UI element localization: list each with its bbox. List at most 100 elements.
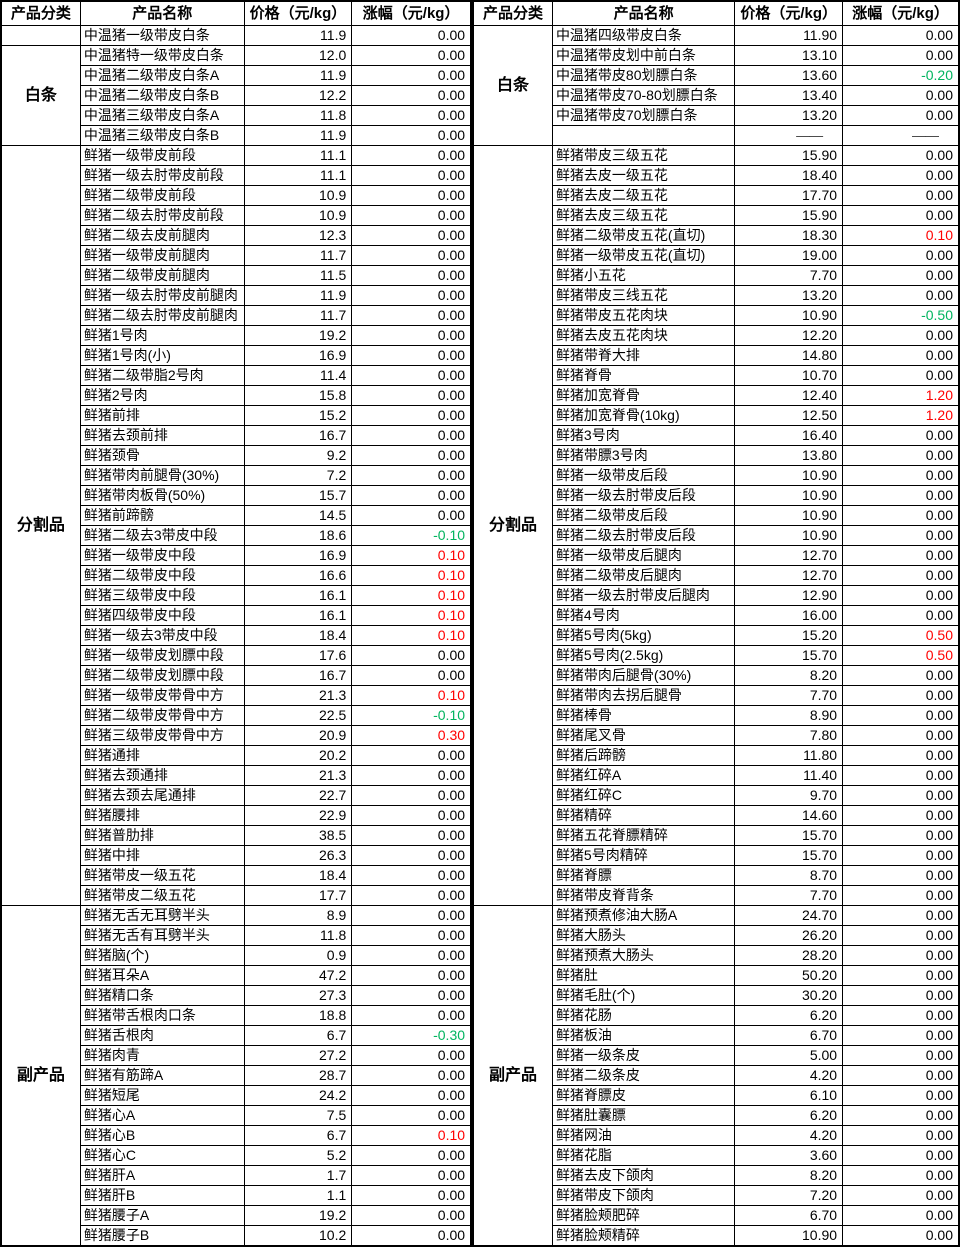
- product-name-cell: 鲜猪有筋蹄A: [79, 1065, 245, 1086]
- product-name-cell: 中温猪二级带皮白条A: [79, 65, 245, 86]
- product-name-cell: 鲜猪二级带皮前段: [79, 185, 245, 206]
- table-row: 鲜猪二级去肘带皮后段 10.90 0.00: [473, 525, 960, 546]
- price-cell: 18.8: [243, 1005, 353, 1026]
- change-cell: 0.00: [842, 85, 960, 106]
- product-name-cell: 鲜猪毛肚(个): [551, 985, 736, 1006]
- price-cell: 6.70: [734, 1025, 844, 1046]
- change-cell: 0.10: [351, 545, 472, 566]
- price-cell: 10.9: [243, 185, 353, 206]
- product-name-cell: 鲜猪5号肉(2.5kg): [551, 645, 736, 666]
- product-name-cell: 鲜猪无舌无耳劈半头: [79, 905, 245, 926]
- price-cell: 10.90: [734, 305, 844, 326]
- category-cell: 白条: [0, 45, 81, 146]
- change-cell: 0.00: [351, 905, 472, 926]
- product-name-cell: 鲜猪腰子B: [79, 1225, 245, 1247]
- product-name-cell: 鲜猪脊膘: [551, 865, 736, 886]
- change-cell: 0.00: [351, 465, 472, 486]
- product-name-cell: 中温猪带皮80划膘白条: [551, 65, 736, 86]
- price-cell: 21.3: [243, 685, 353, 706]
- product-name-cell: [551, 125, 736, 146]
- change-cell: 0.00: [351, 665, 472, 686]
- change-cell: 0.00: [842, 585, 960, 606]
- change-cell: 0.50: [842, 625, 960, 646]
- change-cell: 0.00: [842, 1085, 960, 1106]
- price-cell: 15.70: [734, 845, 844, 866]
- product-name-cell: 鲜猪二级带皮后腿肉: [551, 565, 736, 586]
- product-name-cell: 中温猪三级带皮白条B: [79, 125, 245, 146]
- change-cell: ——: [842, 125, 960, 146]
- change-cell: 0.00: [351, 1065, 472, 1086]
- table-row: 鲜猪2号肉 15.8 0.00: [1, 385, 472, 406]
- table-row: 鲜猪去颈通排 21.3 0.00: [1, 765, 472, 786]
- product-name-cell: 鲜猪小五花: [551, 265, 736, 286]
- product-name-cell: 中温猪二级带皮白条B: [79, 85, 245, 106]
- product-name-cell: 鲜猪一级带皮后腿肉: [551, 545, 736, 566]
- price-cell: 15.20: [734, 625, 844, 646]
- change-cell: 0.00: [842, 425, 960, 446]
- change-cell: 0.00: [842, 925, 960, 946]
- price-cell: 10.70: [734, 365, 844, 386]
- table-row: 鲜猪精口条 27.3 0.00: [1, 985, 472, 1006]
- product-name-cell: 鲜猪肝B: [79, 1185, 245, 1206]
- price-cell: 6.10: [734, 1085, 844, 1106]
- table-row: 鲜猪一级带皮前腿肉 11.7 0.00: [1, 245, 472, 266]
- product-name-cell: 鲜猪3号肉: [551, 425, 736, 446]
- change-cell: 0.00: [842, 205, 960, 226]
- price-cell: 10.2: [243, 1225, 353, 1247]
- change-cell: 0.00: [842, 945, 960, 966]
- table-row: 鲜猪带膘3号肉 13.80 0.00: [473, 445, 960, 466]
- product-name-cell: 鲜猪花肠: [551, 1005, 736, 1026]
- price-cell: 21.3: [243, 765, 353, 786]
- table-row: 鲜猪二级去肘带皮前腿肉 11.7 0.00: [1, 305, 472, 326]
- product-name-cell: 鲜猪二级带皮带骨中方: [79, 705, 245, 726]
- table-row: 鲜猪一级去肘带皮后腿肉 12.90 0.00: [473, 585, 960, 606]
- table-row: 鲜猪大肠头 26.20 0.00: [473, 925, 960, 946]
- change-cell: 0.00: [842, 725, 960, 746]
- header-row: 产品分类 产品名称 价格（元/kg） 涨幅（元/kg）: [0, 0, 472, 26]
- change-cell: 0.00: [842, 965, 960, 986]
- category-cell: 白条: [472, 25, 553, 146]
- change-cell: 0.00: [842, 1205, 960, 1226]
- product-name-cell: 鲜猪二级去3带皮中段: [79, 525, 245, 546]
- price-cell: 19.00: [734, 245, 844, 266]
- change-cell: 0.00: [351, 985, 472, 1006]
- price-cell: 11.9: [243, 285, 353, 306]
- product-name-cell: 鲜猪二级条皮: [551, 1065, 736, 1086]
- product-name-cell: 鲜猪1号肉: [79, 325, 245, 346]
- header-product-name: 产品名称: [551, 0, 736, 26]
- product-name-cell: 鲜猪脊骨: [551, 365, 736, 386]
- price-cell: 13.40: [734, 85, 844, 106]
- price-cell: 14.60: [734, 805, 844, 826]
- change-cell: 0.00: [842, 765, 960, 786]
- product-name-cell: 鲜猪带皮五花肉块: [551, 305, 736, 326]
- price-cell: 10.9: [243, 205, 353, 226]
- change-cell: 0.00: [842, 25, 960, 46]
- change-cell: 1.20: [842, 385, 960, 406]
- change-cell: 0.00: [842, 145, 960, 166]
- change-cell: 0.00: [842, 1065, 960, 1086]
- price-cell: 4.20: [734, 1065, 844, 1086]
- table-row: 鲜猪去皮下颌肉 8.20 0.00: [473, 1165, 960, 1186]
- table-row: 鲜猪去皮三级五花 15.90 0.00: [473, 205, 960, 226]
- change-cell: 0.10: [842, 225, 960, 246]
- change-cell: 0.00: [351, 105, 472, 126]
- price-table-right: 产品分类 产品名称 价格（元/kg） 涨幅（元/kg） 白条 中温猪四级带皮白条 1…: [472, 0, 960, 1247]
- table-row: 鲜猪去皮二级五花 17.70 0.00: [473, 185, 960, 206]
- product-name-cell: 鲜猪肚: [551, 965, 736, 986]
- price-cell: 50.20: [734, 965, 844, 986]
- price-cell: 10.90: [734, 465, 844, 486]
- price-cell: 17.70: [734, 185, 844, 206]
- change-cell: 0.00: [842, 1185, 960, 1206]
- change-cell: 0.00: [351, 125, 472, 146]
- product-name-cell: 鲜猪带皮下颌肉: [551, 1185, 736, 1206]
- table-row: 鲜猪二级带皮五花(直切) 18.30 0.10: [473, 225, 960, 246]
- change-cell: 0.00: [842, 525, 960, 546]
- table-row: 鲜猪去颈前排 16.7 0.00: [1, 425, 472, 446]
- product-name-cell: 鲜猪脑(个): [79, 945, 245, 966]
- product-name-cell: 鲜猪肉青: [79, 1045, 245, 1066]
- product-name-cell: 鲜猪去颈前排: [79, 425, 245, 446]
- table-row: 鲜猪一级去肘带皮后段 10.90 0.00: [473, 485, 960, 506]
- price-cell: 6.7: [243, 1025, 353, 1046]
- price-cell: 12.2: [243, 85, 353, 106]
